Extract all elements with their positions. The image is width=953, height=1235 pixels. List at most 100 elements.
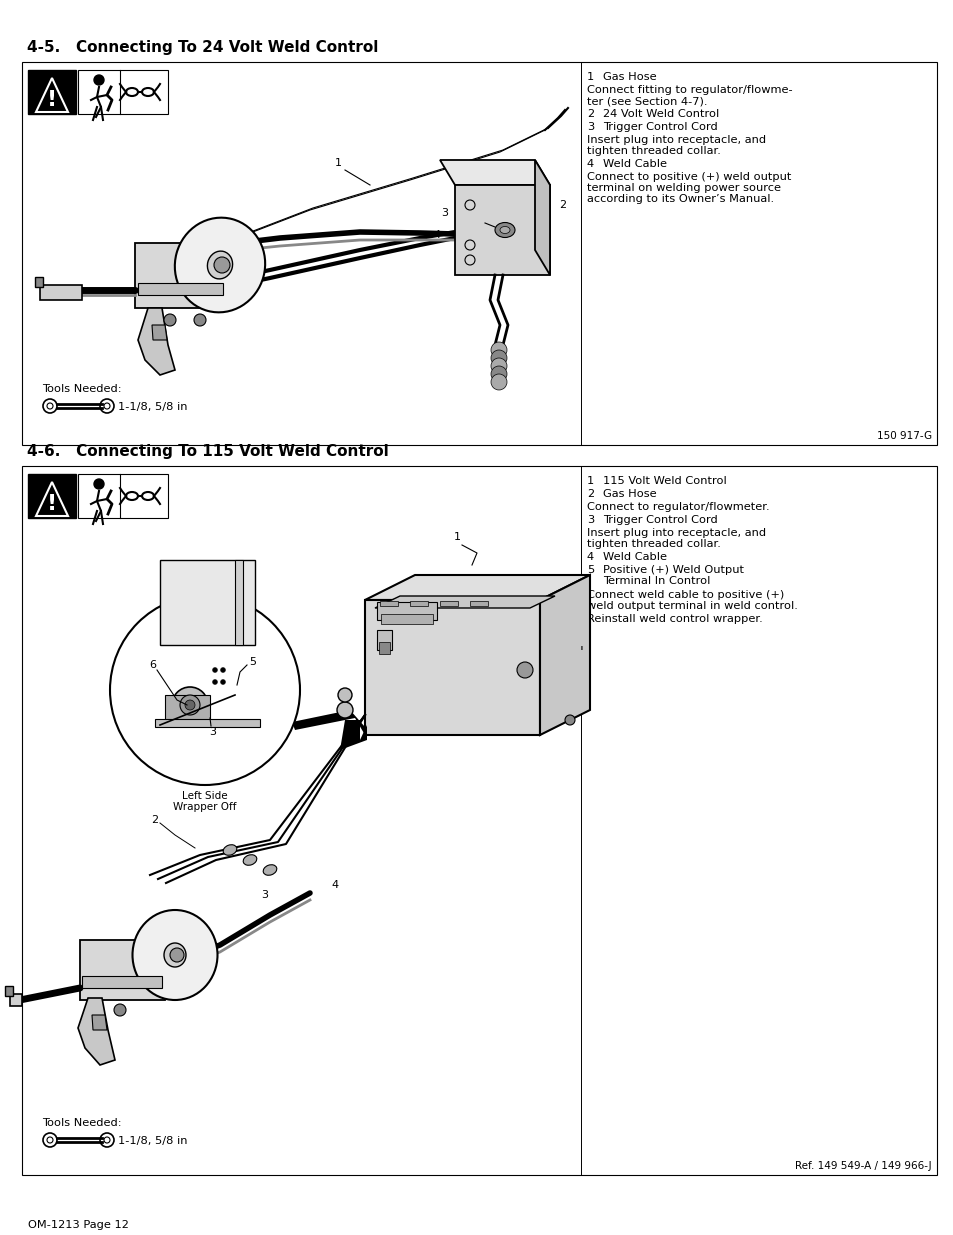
Polygon shape xyxy=(455,185,550,275)
Circle shape xyxy=(170,948,184,962)
Polygon shape xyxy=(165,695,210,720)
Bar xyxy=(135,243,225,308)
Bar xyxy=(28,70,76,114)
Text: !: ! xyxy=(47,494,57,514)
Circle shape xyxy=(180,695,200,715)
Text: Trigger Control Cord: Trigger Control Cord xyxy=(602,122,717,132)
Bar xyxy=(5,986,13,995)
Text: 4: 4 xyxy=(433,230,440,240)
Circle shape xyxy=(491,374,506,390)
Bar xyxy=(28,474,76,517)
Polygon shape xyxy=(36,482,68,516)
Text: 1: 1 xyxy=(453,532,460,542)
Text: !: ! xyxy=(47,90,57,110)
Circle shape xyxy=(491,366,506,382)
Text: Tools Needed:: Tools Needed: xyxy=(42,1118,121,1128)
Bar xyxy=(160,559,254,645)
Polygon shape xyxy=(365,600,539,735)
Circle shape xyxy=(337,688,352,701)
Bar xyxy=(380,614,433,624)
Circle shape xyxy=(220,667,225,673)
Polygon shape xyxy=(535,161,550,275)
Polygon shape xyxy=(78,998,115,1065)
Circle shape xyxy=(336,701,353,718)
Ellipse shape xyxy=(132,910,217,1000)
Text: Weld Cable: Weld Cable xyxy=(602,552,666,562)
Circle shape xyxy=(213,679,217,684)
Circle shape xyxy=(110,595,299,785)
Polygon shape xyxy=(539,576,589,735)
Ellipse shape xyxy=(126,492,138,500)
Text: tighten threaded collar.: tighten threaded collar. xyxy=(586,146,720,156)
Text: Ref. 149 549-A / 149 966-J: Ref. 149 549-A / 149 966-J xyxy=(795,1161,931,1171)
Bar xyxy=(379,601,397,606)
Text: Gas Hose: Gas Hose xyxy=(602,489,656,499)
Polygon shape xyxy=(339,720,367,750)
Text: Connect weld cable to positive (+): Connect weld cable to positive (+) xyxy=(586,590,783,600)
Text: 4: 4 xyxy=(586,552,594,562)
Circle shape xyxy=(491,350,506,366)
Bar xyxy=(82,976,162,988)
Bar xyxy=(22,466,936,1174)
Text: 2: 2 xyxy=(152,815,158,825)
Text: Insert plug into receptacle, and: Insert plug into receptacle, and xyxy=(586,529,765,538)
Bar xyxy=(439,601,457,606)
Text: OM-1213 Page 12: OM-1213 Page 12 xyxy=(28,1220,129,1230)
Circle shape xyxy=(564,715,575,725)
Text: 1: 1 xyxy=(335,158,341,168)
Text: Terminal In Control: Terminal In Control xyxy=(602,576,710,585)
Ellipse shape xyxy=(174,217,265,312)
Text: 1-1/8, 5/8 in: 1-1/8, 5/8 in xyxy=(118,403,188,412)
Bar xyxy=(154,719,260,727)
Text: 24 Volt Weld Control: 24 Volt Weld Control xyxy=(602,109,719,119)
Polygon shape xyxy=(91,1015,107,1030)
Text: Reinstall weld control wrapper.: Reinstall weld control wrapper. xyxy=(586,614,762,624)
Text: 150 917-G: 150 917-G xyxy=(876,431,931,441)
Polygon shape xyxy=(292,710,365,735)
Circle shape xyxy=(94,479,104,489)
Text: terminal on welding power source: terminal on welding power source xyxy=(586,183,781,193)
Circle shape xyxy=(220,679,225,684)
Text: tighten threaded collar.: tighten threaded collar. xyxy=(586,538,720,550)
Bar xyxy=(234,559,243,645)
Circle shape xyxy=(491,342,506,358)
Polygon shape xyxy=(152,325,167,340)
Circle shape xyxy=(193,314,206,326)
Text: Gas Hose: Gas Hose xyxy=(602,72,656,82)
Polygon shape xyxy=(10,994,22,1007)
Ellipse shape xyxy=(207,251,233,279)
Text: 3: 3 xyxy=(261,890,268,900)
Polygon shape xyxy=(40,285,82,300)
Ellipse shape xyxy=(142,88,153,96)
Text: ': ' xyxy=(579,645,583,659)
Text: 4: 4 xyxy=(586,159,594,169)
Text: Left Side: Left Side xyxy=(182,790,228,802)
Bar xyxy=(78,474,168,517)
Text: 1-1/8, 5/8 in: 1-1/8, 5/8 in xyxy=(118,1136,188,1146)
Circle shape xyxy=(213,257,230,273)
Bar xyxy=(35,277,43,287)
Text: 4-5.   Connecting To 24 Volt Weld Control: 4-5. Connecting To 24 Volt Weld Control xyxy=(27,40,378,56)
Text: 2: 2 xyxy=(558,200,566,210)
Text: according to its Owner’s Manual.: according to its Owner’s Manual. xyxy=(586,194,773,204)
Ellipse shape xyxy=(243,855,256,866)
Text: 4-6.   Connecting To 115 Volt Weld Control: 4-6. Connecting To 115 Volt Weld Control xyxy=(27,445,388,459)
Circle shape xyxy=(491,358,506,374)
Ellipse shape xyxy=(495,222,515,237)
Ellipse shape xyxy=(499,226,510,233)
Text: 115 Volt Weld Control: 115 Volt Weld Control xyxy=(602,475,726,487)
Circle shape xyxy=(185,700,194,710)
Ellipse shape xyxy=(223,845,236,856)
Bar xyxy=(376,601,436,620)
Text: Weld Cable: Weld Cable xyxy=(602,159,666,169)
Ellipse shape xyxy=(142,492,153,500)
Circle shape xyxy=(113,1004,126,1016)
Text: 3: 3 xyxy=(210,727,216,737)
Text: Connect fitting to regulator/flowme-: Connect fitting to regulator/flowme- xyxy=(586,85,792,95)
Text: Insert plug into receptacle, and: Insert plug into receptacle, and xyxy=(586,135,765,144)
Bar xyxy=(378,642,390,655)
Text: Tools Needed:: Tools Needed: xyxy=(42,384,121,394)
Circle shape xyxy=(164,314,175,326)
Ellipse shape xyxy=(263,864,276,876)
Text: Positive (+) Weld Output: Positive (+) Weld Output xyxy=(602,564,743,576)
